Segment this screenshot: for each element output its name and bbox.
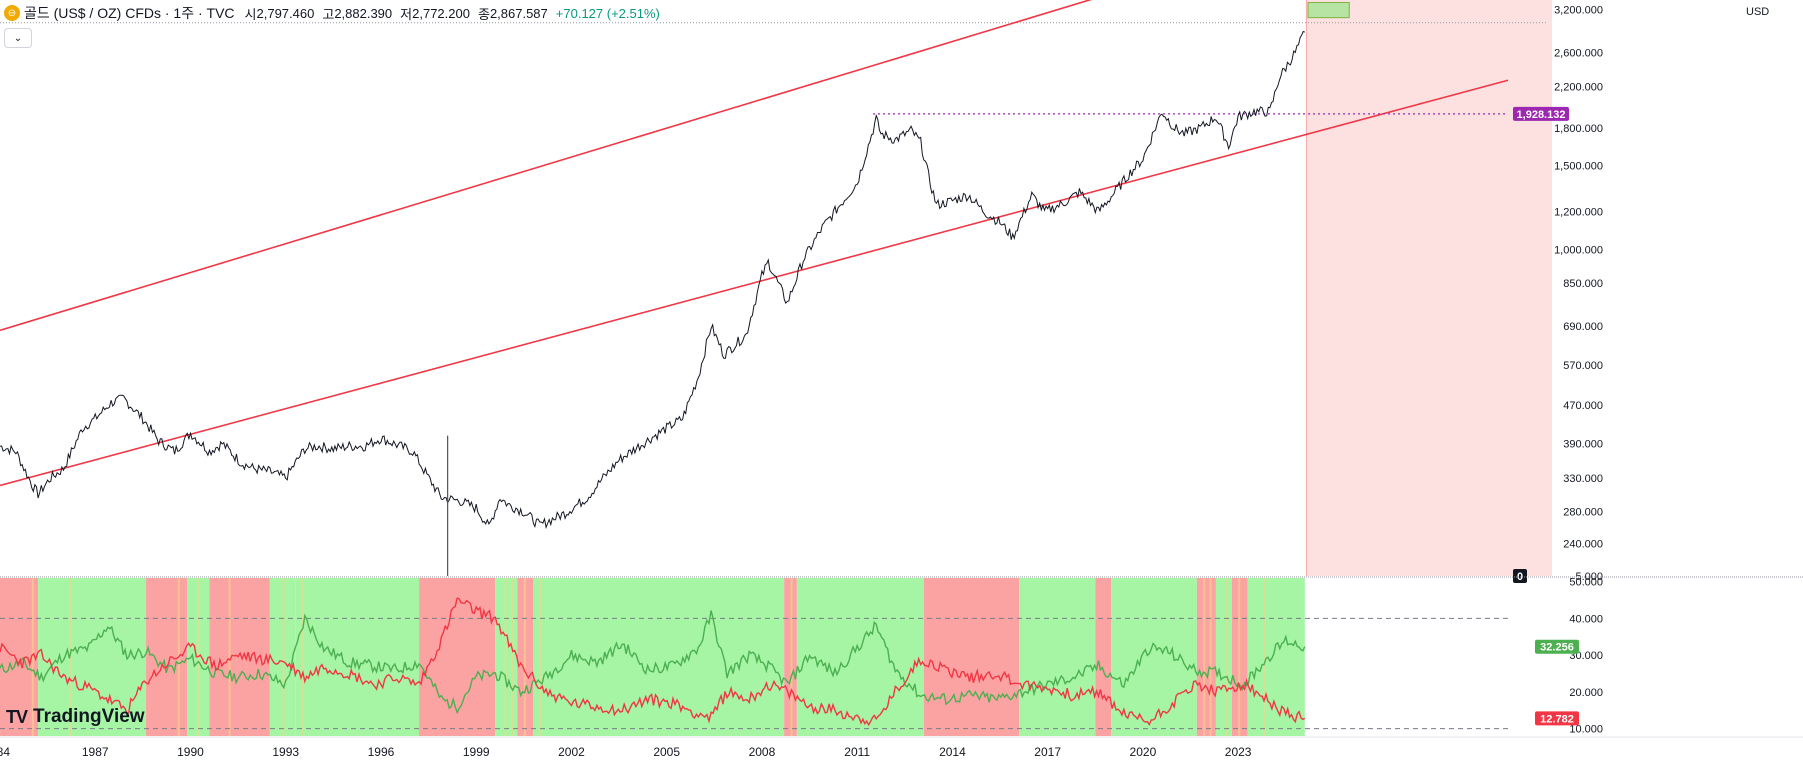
collapse-legend-button[interactable]: ⌄	[4, 28, 32, 48]
regime-band-green	[796, 578, 924, 736]
y-tick-label: 570.000	[1563, 360, 1603, 372]
regime-band-green	[1247, 578, 1305, 736]
y-tick-label: 330.000	[1563, 473, 1603, 485]
currency-label: USD	[1746, 6, 1770, 18]
regime-band-red	[146, 578, 188, 736]
level-badge	[1513, 106, 1569, 121]
y-tick-label: 1,000.000	[1554, 244, 1603, 256]
y-tick-label: 280.000	[1563, 507, 1603, 519]
x-tick-label: 1990	[177, 745, 204, 759]
osc-green-value-label: 32.256	[1540, 642, 1574, 654]
zero-badge	[1513, 569, 1527, 583]
chevron-down-icon: ⌄	[13, 32, 23, 44]
regime-stripe	[790, 578, 793, 736]
open-value: 2,797.460	[256, 5, 315, 21]
symbol-title[interactable]: 골드 (US$ / OZ) CFDs · 1주 · TVC	[24, 5, 235, 21]
tv-logo-icon: TV	[6, 706, 28, 727]
x-tick-label: 1999	[463, 745, 490, 759]
regime-stripe	[539, 578, 542, 736]
osc-red-value-label: 12.782	[1540, 713, 1574, 725]
low-label: 저	[400, 6, 413, 22]
regime-band-green	[533, 578, 785, 736]
low-value: 2,772.200	[412, 5, 470, 21]
x-tick-label: 1993	[272, 745, 299, 759]
y-tick-label: 390.000	[1563, 438, 1603, 450]
regime-band-green	[1215, 578, 1232, 736]
regime-stripe	[31, 578, 34, 736]
x-tick-label: 2023	[1225, 745, 1252, 759]
osc-y-tick-label: 10.000	[1569, 724, 1603, 736]
gold-logo-icon: ⊖	[4, 5, 20, 21]
regime-stripe	[523, 578, 526, 736]
regime-stripe	[511, 578, 514, 736]
regime-band-green	[295, 578, 420, 736]
regime-stripe	[228, 578, 231, 736]
regime-band-red	[419, 578, 496, 736]
lower-channel-line	[0, 79, 1509, 487]
regime-stripe	[1263, 578, 1266, 736]
regime-band-red	[1196, 578, 1216, 736]
regime-stripe	[301, 578, 304, 736]
regime-band-red	[209, 578, 270, 736]
x-tick-label: 1987	[82, 745, 109, 759]
regime-band-red	[1095, 578, 1112, 736]
level-badge-label: 1,928.132	[1517, 109, 1566, 121]
x-tick-label: 2020	[1130, 745, 1157, 759]
regime-stripe	[1238, 578, 1241, 736]
osc-red-line	[0, 597, 1306, 727]
regime-stripe	[1209, 578, 1212, 736]
brand-text: TradingView	[33, 706, 145, 727]
regime-band-green	[1111, 578, 1197, 736]
osc-y-tick-label: 40.000	[1569, 613, 1603, 625]
x-tick-label: 2002	[558, 745, 585, 759]
x-tick-label: 2005	[653, 745, 680, 759]
tradingview-logo[interactable]: TV TradingView	[6, 706, 145, 728]
regime-band-red	[923, 578, 1020, 736]
high-value: 2,882.390	[334, 5, 393, 21]
x-tick-label: 2017	[1034, 745, 1061, 759]
y-edge-label: 5.000	[1575, 571, 1603, 583]
y-tick-label: 1,800.000	[1554, 123, 1603, 135]
regime-stripe	[504, 578, 507, 736]
x-tick-label: 2014	[939, 745, 966, 759]
high-label: 고	[322, 6, 335, 22]
osc-y-tick-label: 50.000	[1569, 577, 1603, 589]
y-tick-label: 470.000	[1563, 400, 1603, 412]
y-tick-label: 1,500.000	[1554, 161, 1603, 173]
y-tick-label: 2,200.000	[1554, 82, 1603, 94]
osc-red-value-badge	[1535, 711, 1579, 726]
regime-stripe	[1203, 578, 1206, 736]
y-tick-label: 2,600.000	[1554, 47, 1603, 59]
projection-box	[1307, 1, 1350, 19]
close-value: 2,867.587	[489, 5, 548, 21]
x-tick-label: 984	[0, 745, 10, 759]
change-value: +70.127 (+2.51%)	[555, 5, 660, 21]
y-tick-label: 240.000	[1563, 539, 1603, 551]
regime-stripe	[282, 578, 285, 736]
x-tick-label: 2011	[844, 745, 870, 759]
y-tick-label: 850.000	[1563, 278, 1603, 290]
y-tick-label: 3,200.000	[1554, 4, 1603, 16]
future-zone	[1306, 0, 1552, 576]
price-series-line	[0, 30, 1305, 530]
x-tick-label: 1996	[368, 745, 395, 759]
x-tick-label: 2008	[749, 745, 776, 759]
open-label: 시	[244, 6, 257, 22]
regime-band-green	[1019, 578, 1096, 736]
regime-stripe	[69, 578, 72, 736]
close-label: 종	[477, 6, 490, 22]
chart-header: ⊖ 골드 (US$ / OZ) CFDs · 1주 · TVC 시 2,797.…	[0, 0, 660, 26]
upper-channel-line	[0, 0, 1093, 332]
regime-stripe	[1225, 578, 1228, 736]
osc-y-tick-label: 20.000	[1569, 687, 1603, 699]
osc-green-value-badge	[1535, 639, 1579, 654]
y-tick-label: 1,200.000	[1554, 207, 1603, 219]
y-tick-label: 690.000	[1563, 321, 1603, 333]
